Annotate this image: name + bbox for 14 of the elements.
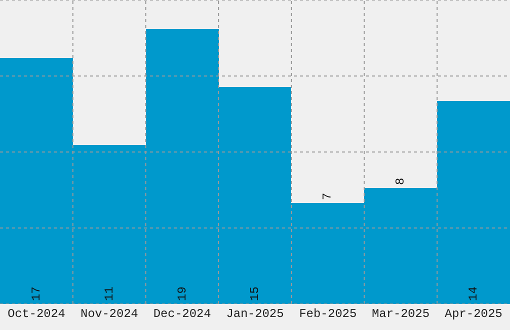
x-tick-label: Nov-2024 [80, 307, 138, 321]
x-tick-label: Apr-2025 [444, 307, 502, 321]
data-label: 17 [30, 286, 44, 301]
x-tick-label: Feb-2025 [299, 307, 357, 321]
data-label: 15 [248, 286, 262, 301]
data-label: 11 [102, 286, 116, 301]
data-label: 8 [394, 178, 408, 185]
data-label: 7 [320, 192, 334, 200]
x-tick-label: Dec-2024 [153, 307, 211, 321]
data-label: 14 [466, 286, 480, 301]
data-label: 19 [176, 286, 190, 301]
x-tick-label: Jan-2025 [226, 307, 284, 321]
x-tick-label: Oct-2024 [8, 307, 66, 321]
x-tick-label: Mar-2025 [372, 307, 430, 321]
